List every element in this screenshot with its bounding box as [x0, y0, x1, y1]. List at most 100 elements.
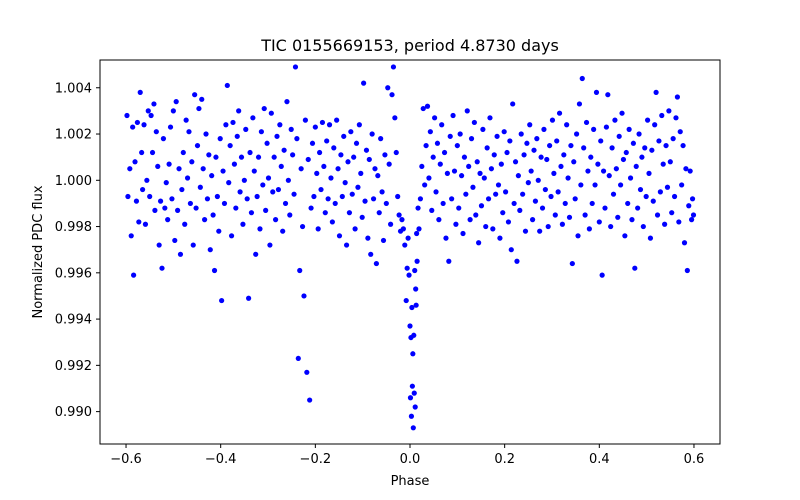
data-point [160, 136, 167, 142]
data-point [447, 133, 453, 139]
data-point [302, 117, 308, 123]
data-point [677, 129, 683, 135]
data-point [170, 108, 176, 114]
data-point [204, 196, 211, 202]
data-point [383, 200, 389, 207]
data-point [599, 272, 605, 278]
data-point [193, 205, 199, 211]
data-point [130, 124, 136, 130]
data-point [190, 242, 196, 248]
data-point [408, 413, 415, 419]
data-point [343, 242, 350, 248]
data-point [375, 173, 381, 179]
data-point [322, 210, 328, 216]
data-point [298, 166, 304, 172]
data-point [660, 161, 666, 167]
data-point [478, 203, 485, 209]
data-point [579, 75, 585, 82]
data-point [434, 140, 441, 146]
data-point [632, 265, 638, 271]
data-point [545, 223, 551, 230]
data-point [468, 136, 475, 142]
data-point [172, 237, 178, 244]
data-point [474, 159, 480, 165]
x-tick-label: −0.6 [110, 452, 142, 467]
data-point [318, 186, 324, 193]
data-point [202, 217, 208, 223]
data-point [336, 233, 343, 239]
data-point [424, 103, 431, 109]
data-point [175, 207, 181, 213]
data-point [324, 138, 330, 144]
data-point [457, 131, 463, 137]
data-point [684, 267, 690, 274]
data-point [412, 404, 418, 410]
data-point [480, 126, 486, 132]
data-point [363, 147, 370, 153]
data-point [679, 182, 685, 188]
data-point [664, 184, 671, 190]
data-point [559, 221, 566, 227]
data-point [626, 126, 632, 132]
data-point [524, 140, 530, 146]
data-point [373, 260, 379, 267]
data-point [467, 217, 473, 223]
data-point [690, 212, 697, 218]
data-point [532, 198, 539, 204]
data-point [485, 196, 492, 202]
data-point [657, 189, 663, 195]
data-point [547, 142, 553, 149]
data-point [295, 355, 301, 362]
data-point [304, 369, 310, 375]
data-point [345, 159, 351, 165]
data-point [403, 297, 409, 304]
data-point [542, 186, 548, 193]
data-point [159, 265, 165, 271]
data-point [548, 193, 554, 200]
data-point [155, 163, 161, 170]
data-point [331, 145, 337, 151]
data-point [382, 152, 388, 158]
data-point [334, 117, 340, 123]
data-point [649, 147, 655, 153]
data-point [254, 193, 260, 200]
data-point [517, 207, 523, 213]
data-point [605, 92, 611, 98]
data-point [525, 180, 531, 186]
data-point [253, 251, 259, 257]
data-point [416, 226, 422, 232]
data-point [588, 154, 594, 160]
data-point [521, 152, 527, 158]
data-point [244, 196, 250, 202]
data-point [234, 133, 240, 139]
data-point [366, 156, 372, 163]
y-tick-label: 1.000 [55, 174, 92, 189]
data-point [341, 133, 347, 139]
data-point [652, 122, 658, 128]
data-point [199, 96, 205, 102]
data-point [169, 196, 175, 202]
data-point [451, 168, 458, 174]
data-point [176, 166, 182, 172]
data-point [443, 235, 449, 241]
data-point [182, 221, 188, 227]
data-point [487, 115, 493, 121]
data-point [156, 242, 162, 248]
data-point [281, 147, 287, 153]
data-point [314, 170, 320, 176]
data-point [522, 228, 529, 234]
data-point [393, 149, 399, 156]
data-point [372, 166, 378, 172]
data-point [278, 163, 284, 170]
data-point [163, 180, 169, 186]
data-point [666, 108, 672, 114]
data-point [466, 163, 472, 170]
data-point [676, 219, 682, 225]
data-point [410, 351, 416, 357]
data-point [399, 217, 405, 223]
data-point [409, 304, 415, 311]
data-point [633, 163, 639, 170]
data-point [511, 200, 517, 207]
data-point [405, 235, 411, 241]
data-point [356, 122, 362, 128]
